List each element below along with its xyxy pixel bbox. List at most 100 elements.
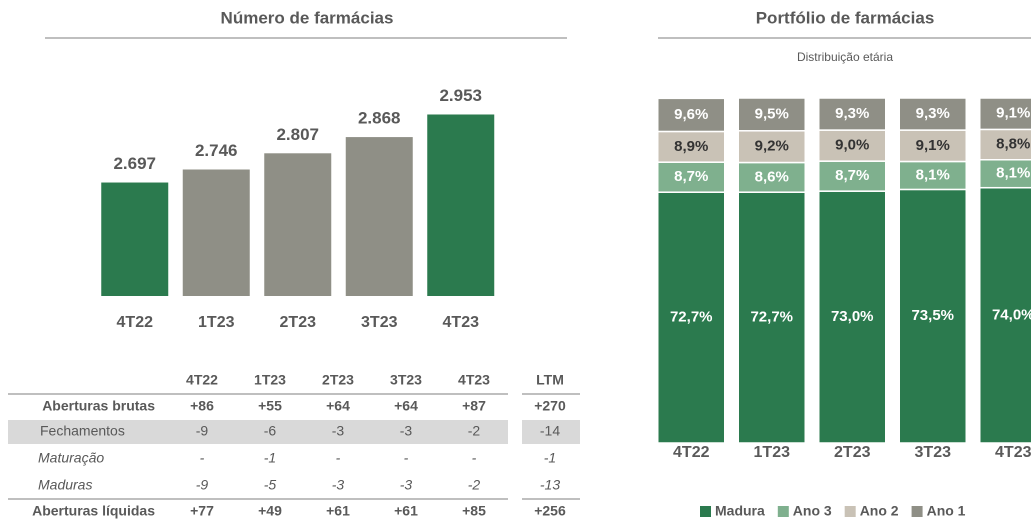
- x-tick-label: 3T23: [915, 444, 952, 461]
- stack-segment: [898, 188, 967, 444]
- stack-title: Portfólio de farmácias: [756, 8, 935, 27]
- segment-label: 9,3%: [916, 105, 950, 122]
- segment-label: 73,5%: [911, 307, 954, 324]
- row-label: Maturação: [38, 450, 104, 466]
- stack-segment: [818, 97, 887, 131]
- table-header: 1T23: [254, 372, 286, 388]
- table-cell: -5: [264, 477, 277, 493]
- row-label: Maduras: [38, 477, 92, 493]
- table-cell: +55: [258, 398, 282, 414]
- table-cell: -1: [544, 450, 556, 466]
- x-tick-label: 2T23: [834, 444, 871, 461]
- row-shade: [522, 420, 580, 444]
- stack-subtitle: Distribuição etária: [797, 50, 893, 64]
- segment-label: 8,1%: [996, 165, 1030, 182]
- bar: [101, 182, 169, 296]
- bar: [264, 153, 332, 296]
- stack-segment: [737, 97, 806, 132]
- table-header: 2T23: [322, 372, 354, 388]
- legend-swatch: [911, 506, 923, 517]
- table-cell: -3: [332, 477, 345, 493]
- stack-segment: [979, 186, 1031, 444]
- bar-value-label: 2.807: [276, 125, 319, 144]
- table-cell: -13: [540, 477, 560, 493]
- x-tick-label: 1T23: [198, 314, 235, 331]
- x-tick-label: 4T22: [673, 444, 710, 461]
- segment-label: 8,8%: [996, 136, 1030, 153]
- table-cell: -1: [264, 450, 276, 466]
- stack-segment: [737, 191, 806, 444]
- stack-segment: [979, 97, 1031, 131]
- table-cell: -14: [540, 423, 560, 439]
- segment-label: 72,7%: [670, 309, 713, 326]
- x-tick-label: 1T23: [754, 444, 791, 461]
- bar: [427, 114, 495, 296]
- table-header: LTM: [536, 372, 564, 388]
- table-cell: +64: [394, 398, 418, 414]
- stack-segment: [657, 191, 726, 444]
- stack-segment: [818, 190, 887, 444]
- segment-label: 9,0%: [835, 137, 869, 154]
- segment-label: 9,5%: [755, 105, 789, 122]
- table-cell: -3: [400, 423, 413, 439]
- stack-segment: [737, 161, 806, 193]
- table-cell: -2: [468, 477, 481, 493]
- segment-label: 8,7%: [674, 168, 708, 185]
- x-tick-label: 4T22: [117, 314, 154, 331]
- table-cell: -: [472, 450, 477, 466]
- bar-value-label: 2.697: [113, 154, 156, 173]
- legend-label: Madura: [715, 503, 765, 519]
- bar: [182, 169, 250, 296]
- legend-swatch: [844, 506, 856, 517]
- legend-label: Ano 3: [793, 503, 832, 519]
- row-label: Fechamentos: [40, 423, 125, 439]
- x-tick-label: 3T23: [361, 314, 398, 331]
- table-cell: +49: [258, 503, 282, 519]
- segment-label: 74,0%: [992, 306, 1031, 323]
- stack-segment: [657, 130, 726, 163]
- row-shade: [8, 420, 508, 444]
- table-header: 4T22: [186, 372, 218, 388]
- segment-label: 9,3%: [835, 105, 869, 122]
- row-label: Aberturas brutas: [42, 398, 155, 414]
- segment-label: 8,7%: [835, 167, 869, 184]
- segment-label: 9,1%: [996, 105, 1030, 122]
- table-cell: -2: [468, 423, 481, 439]
- segment-label: 8,1%: [916, 166, 950, 183]
- bar: [345, 137, 413, 296]
- table-cell: -9: [196, 423, 209, 439]
- table-cell: +85: [462, 503, 486, 519]
- table-cell: -3: [400, 477, 413, 493]
- table-cell: -9: [196, 477, 209, 493]
- stack-segment: [818, 129, 887, 162]
- x-tick-label: 4T23: [443, 314, 480, 331]
- segment-label: 9,1%: [916, 137, 950, 154]
- table-cell: +256: [534, 503, 566, 519]
- bar-value-label: 2.868: [358, 109, 401, 128]
- legend-swatch: [777, 506, 789, 517]
- table-cell: +87: [462, 398, 486, 414]
- x-tick-label: 4T23: [995, 444, 1031, 461]
- segment-label: 8,6%: [755, 168, 789, 185]
- table-cell: +61: [326, 503, 350, 519]
- stack-segment: [979, 128, 1031, 161]
- table-cell: -: [404, 450, 409, 466]
- bar-value-label: 2.746: [195, 141, 238, 160]
- row-label: Aberturas líquidas: [32, 503, 155, 519]
- legend-swatch: [700, 506, 711, 517]
- table-cell: -3: [332, 423, 345, 439]
- table-cell: -: [200, 450, 205, 466]
- table-cell: +86: [190, 398, 214, 414]
- segment-label: 8,9%: [674, 138, 708, 155]
- stack-segment: [898, 129, 967, 163]
- stack-segment: [657, 97, 726, 133]
- x-tick-label: 2T23: [280, 314, 317, 331]
- bar-value-label: 2.953: [439, 86, 482, 105]
- table-cell: +64: [326, 398, 350, 414]
- table-cell: +270: [534, 398, 566, 414]
- table-header: 4T23: [458, 372, 490, 388]
- legend-label: Ano 1: [927, 503, 966, 519]
- bar-title: Número de farmácias: [221, 8, 394, 27]
- table-cell: -6: [264, 423, 277, 439]
